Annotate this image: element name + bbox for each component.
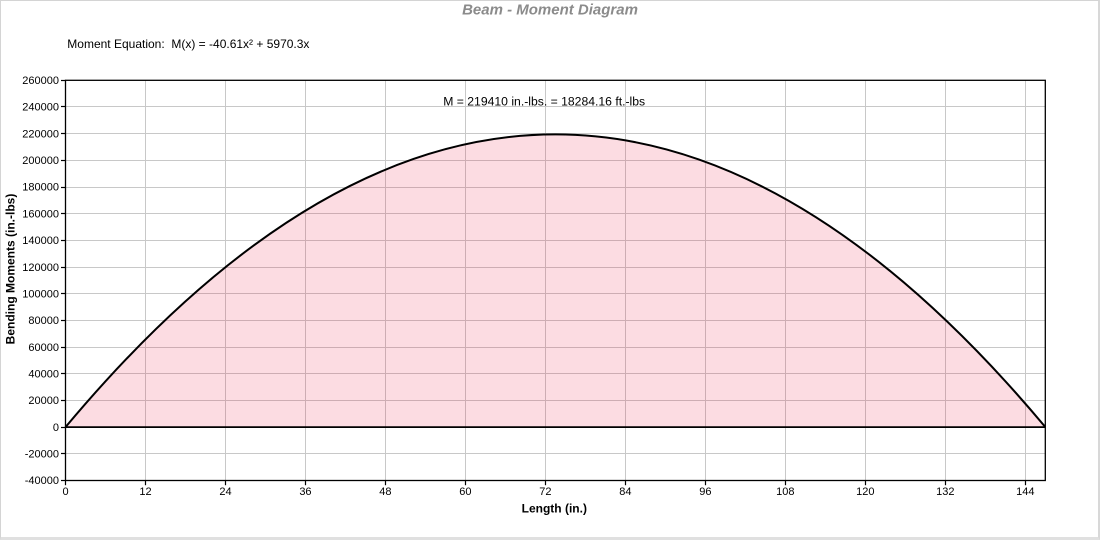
svg-text:40000: 40000 — [28, 368, 59, 380]
svg-text:84: 84 — [619, 486, 631, 498]
svg-text:200000: 200000 — [22, 155, 59, 167]
svg-text:Beam - Moment Diagram: Beam - Moment Diagram — [462, 2, 638, 19]
svg-text:100000: 100000 — [22, 288, 59, 300]
svg-text:80000: 80000 — [28, 315, 59, 327]
svg-text:132: 132 — [936, 486, 954, 498]
svg-text:36: 36 — [299, 486, 311, 498]
svg-text:-20000: -20000 — [25, 449, 59, 461]
svg-text:-40000: -40000 — [25, 475, 59, 487]
svg-text:72: 72 — [539, 486, 551, 498]
svg-text:108: 108 — [776, 486, 794, 498]
svg-text:180000: 180000 — [22, 182, 59, 194]
svg-text:20000: 20000 — [28, 395, 59, 407]
svg-text:M = 219410 in.-lbs. = 18284.16: M = 219410 in.-lbs. = 18284.16 ft.-lbs — [443, 94, 645, 108]
svg-text:144: 144 — [1016, 486, 1034, 498]
svg-text:140000: 140000 — [22, 235, 59, 247]
svg-text:120000: 120000 — [22, 262, 59, 274]
svg-text:60: 60 — [459, 486, 471, 498]
svg-text:Length (in.): Length (in.) — [522, 502, 587, 516]
svg-text:0: 0 — [62, 486, 68, 498]
svg-text:Moment Equation: M(x) = -40.6: Moment Equation: M(x) = -40.61x² + 5970.… — [67, 37, 309, 51]
svg-text:240000: 240000 — [22, 102, 59, 114]
svg-text:0: 0 — [53, 422, 59, 434]
svg-text:Bending Moments (in.-lbs): Bending Moments (in.-lbs) — [4, 194, 18, 345]
svg-text:96: 96 — [699, 486, 711, 498]
svg-text:160000: 160000 — [22, 208, 59, 220]
svg-text:120: 120 — [856, 486, 874, 498]
svg-text:12: 12 — [139, 486, 151, 498]
svg-text:260000: 260000 — [22, 75, 59, 87]
svg-text:48: 48 — [379, 486, 391, 498]
svg-text:24: 24 — [219, 486, 231, 498]
svg-text:60000: 60000 — [28, 342, 59, 354]
svg-text:220000: 220000 — [22, 128, 59, 140]
